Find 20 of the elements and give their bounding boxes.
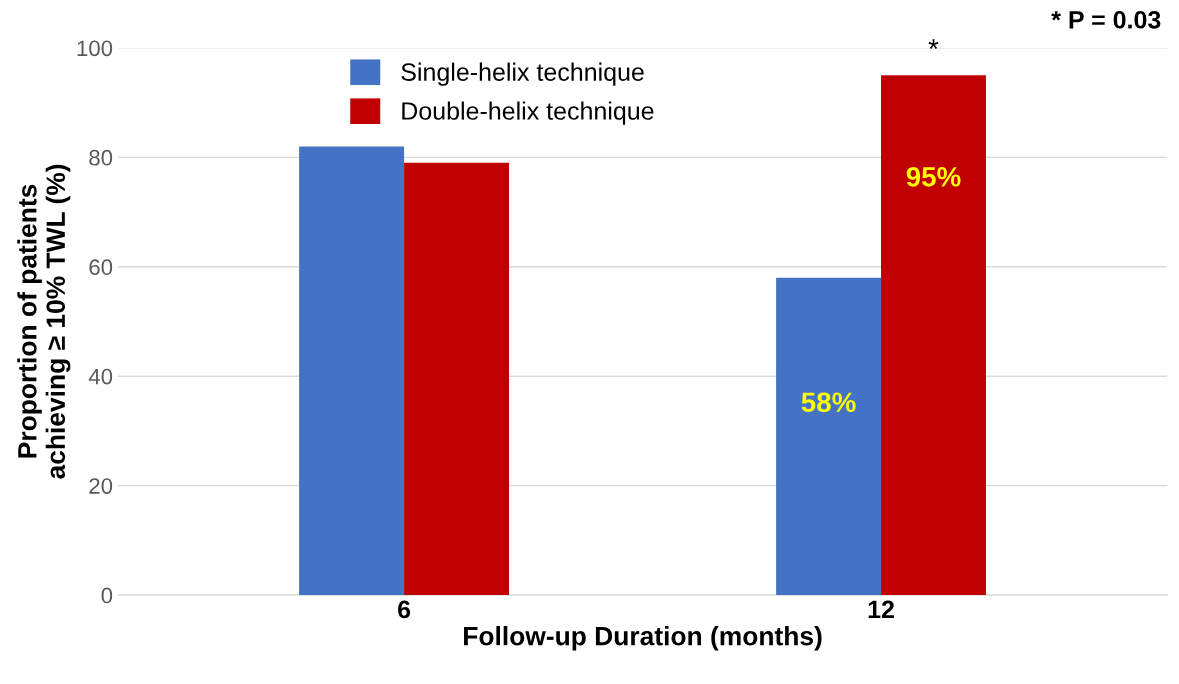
- legend-label: Single-helix technique: [401, 62, 644, 86]
- legend-label: Double-helix technique: [402, 101, 654, 125]
- x-axis-title: Follow-up Duration (months): [464, 626, 822, 651]
- y-tick-label: 100: [77, 40, 113, 57]
- bar: [299, 146, 405, 596]
- y-tick-label: 80: [89, 149, 113, 166]
- data-label: 58%: [801, 392, 856, 413]
- bar: [404, 162, 510, 596]
- data-label: 95%: [906, 166, 961, 187]
- annotation: *: [928, 39, 939, 50]
- bar: [776, 277, 882, 596]
- y-tick-label: 0: [101, 587, 113, 604]
- y-tick-label: 60: [89, 259, 113, 276]
- bar: [881, 75, 986, 596]
- y-tick-label: 20: [89, 478, 113, 494]
- x-tick-label: 6: [398, 600, 411, 619]
- x-tick-label: 12: [868, 600, 894, 619]
- y-tick-label: 40: [88, 368, 113, 385]
- text: * P = 0.03: [1051, 10, 1161, 29]
- y-axis-title: Proportion of patients achieving ≥ 10% TWL (%): [17, 164, 71, 479]
